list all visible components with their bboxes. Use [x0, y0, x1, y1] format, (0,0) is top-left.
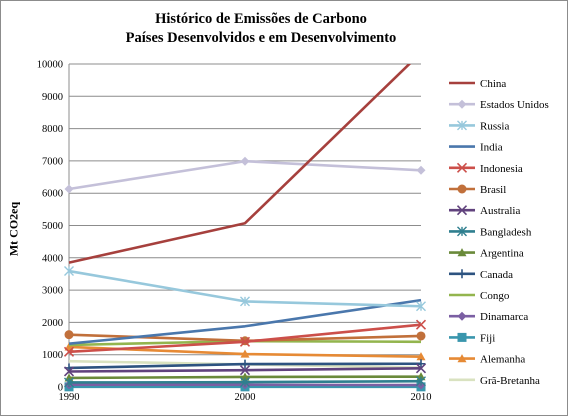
legend-marker — [456, 205, 468, 216]
legend-marker — [457, 354, 467, 363]
legend-label: Argentina — [480, 248, 524, 260]
legend-label: Dinamarca — [480, 311, 528, 323]
legend-item-argentina: Argentina — [449, 248, 524, 260]
data-point-estados-unidos — [64, 184, 74, 194]
legend-marker — [457, 99, 467, 109]
series-bangladesh — [64, 376, 426, 388]
y-tick-label: 2000 — [42, 318, 63, 329]
legend-label: Canada — [480, 269, 513, 281]
series-line-china — [68, 64, 412, 264]
data-point-estados-unidos — [416, 165, 426, 175]
data-point-bangladesh — [416, 376, 426, 387]
data-point-bangladesh — [240, 377, 250, 388]
y-tick-label: 4000 — [42, 253, 63, 264]
data-point-brasil — [416, 331, 426, 341]
legend-marker — [457, 184, 467, 194]
x-tick-label: 1990 — [59, 392, 80, 403]
legend-label: Estados Unidos — [480, 99, 549, 111]
data-point-australia — [415, 363, 427, 374]
legend-item-russia: Russia — [449, 120, 509, 132]
legend-marker — [457, 269, 467, 279]
legend-label: Alemanha — [480, 354, 525, 366]
data-point-russia — [240, 296, 250, 307]
data-point-alemanha — [416, 352, 426, 361]
data-point-indonesia — [239, 336, 251, 347]
legend-item-fiji: Fiji — [449, 332, 495, 344]
legend-item-india: India — [449, 142, 503, 154]
data-point-canada — [240, 359, 250, 369]
legend-item-dinamarca: Dinamarca — [449, 311, 528, 323]
legend-label: Brasil — [480, 184, 506, 196]
legend-item-estados-unidos: Estados Unidos — [449, 99, 549, 111]
legend-label: Congo — [480, 290, 510, 302]
legend-marker — [457, 248, 467, 257]
series-estados-unidos — [64, 156, 426, 194]
x-tick-label: 2000 — [235, 392, 256, 403]
data-point-australia — [239, 365, 251, 376]
series-line-india — [68, 298, 422, 346]
legend-item-australia: Australia — [449, 205, 520, 217]
data-point-argentina — [240, 372, 250, 381]
legend-item-bangladesh: Bangladesh — [449, 226, 532, 238]
data-point-russia — [64, 266, 74, 277]
y-tick-label: 5000 — [42, 221, 63, 232]
data-point-australia — [63, 366, 75, 377]
data-point-brasil — [64, 330, 74, 340]
legend-item-gr-bretanha: Grã-Bretanha — [449, 375, 540, 387]
series-indonesia — [63, 319, 427, 357]
legend-marker — [456, 162, 468, 173]
legend-item-congo: Congo — [449, 290, 510, 302]
legend-marker — [457, 120, 467, 131]
series-russia — [64, 266, 426, 312]
legend-label: Indonesia — [480, 163, 523, 175]
chart-title: Histórico de Emissões de Carbono — [155, 11, 367, 27]
series-india — [68, 298, 422, 346]
data-point-russia — [416, 301, 426, 312]
y-tick-label: 7000 — [42, 156, 63, 167]
legend-label: Bangladesh — [480, 226, 532, 238]
y-tick-label: 3000 — [42, 286, 63, 297]
y-tick-label: 6000 — [42, 189, 63, 200]
legend-item-brasil: Brasil — [449, 184, 506, 196]
legend-label: Russia — [480, 120, 509, 132]
legend-marker — [457, 311, 467, 321]
data-point-indonesia — [63, 346, 75, 357]
x-tick-label: 2010 — [411, 392, 432, 403]
legend-marker — [457, 226, 467, 237]
legend-item-indonesia: Indonesia — [449, 162, 523, 175]
legend-item-alemanha: Alemanha — [449, 354, 525, 366]
y-tick-label: 0 — [58, 383, 63, 394]
legend-label: China — [480, 78, 506, 90]
legend-label: India — [480, 142, 503, 154]
data-point-bangladesh — [64, 377, 74, 388]
legend-label: Australia — [480, 205, 520, 217]
y-tick-label: 8000 — [42, 124, 63, 135]
data-point-indonesia — [415, 319, 427, 330]
chart-subtitle: Países Desenvolvidos e em Desenvolviment… — [125, 30, 397, 46]
legend-item-canada: Canada — [449, 269, 513, 281]
data-point-alemanha — [240, 349, 250, 358]
data-point-canada — [416, 359, 426, 369]
legend-label: Grã-Bretanha — [480, 375, 540, 387]
series-china — [68, 64, 412, 264]
y-tick-label: 1000 — [42, 350, 63, 361]
legend-label: Fiji — [480, 332, 495, 344]
y-tick-label: 10000 — [37, 60, 63, 71]
data-point-estados-unidos — [240, 156, 250, 166]
series-australia — [63, 363, 427, 377]
y-tick-label: 9000 — [42, 92, 63, 103]
legend-marker — [457, 332, 467, 342]
legend-item-china: China — [449, 78, 506, 90]
